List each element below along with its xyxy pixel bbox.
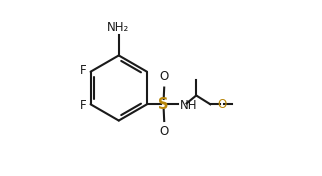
Text: F: F — [80, 64, 86, 77]
Text: S: S — [158, 97, 169, 112]
Text: O: O — [160, 70, 169, 83]
Text: NH: NH — [180, 99, 197, 112]
Text: F: F — [80, 99, 86, 112]
Text: O: O — [160, 125, 169, 138]
Text: O: O — [217, 98, 226, 111]
Text: NH₂: NH₂ — [107, 21, 129, 34]
